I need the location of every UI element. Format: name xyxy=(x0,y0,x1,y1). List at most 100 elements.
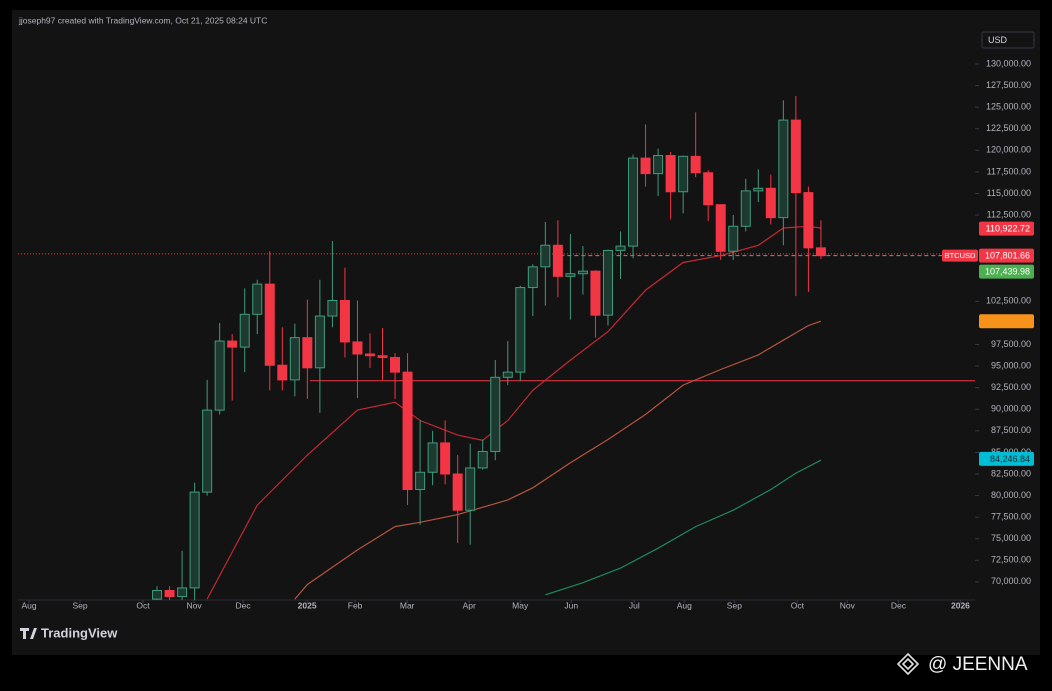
x-tick-label: 2026 xyxy=(951,600,970,610)
x-tick-label: May xyxy=(512,600,529,610)
price-label: 110,922.72 xyxy=(986,224,1030,234)
candle-body xyxy=(778,119,789,219)
x-tick-label: Aug xyxy=(677,600,692,610)
y-tick-label: 77,500.00 xyxy=(991,512,1031,522)
symbol-box xyxy=(942,249,978,262)
x-tick-label: Sep xyxy=(727,600,742,610)
y-tick-label: 90,000.00 xyxy=(991,404,1031,414)
candle-body xyxy=(239,313,250,348)
price-label: 84,246.84 xyxy=(990,454,1030,464)
price-label-box xyxy=(979,451,1034,466)
candle-body xyxy=(339,299,350,343)
candle-body xyxy=(302,337,313,369)
candle-body xyxy=(678,155,689,193)
y-tick-label: 127,500.00 xyxy=(986,80,1031,90)
x-tick-label: Aug xyxy=(21,600,36,610)
candle-body xyxy=(740,190,751,227)
candle-body xyxy=(653,154,664,175)
y-tick-label: 112,500.00 xyxy=(987,209,1031,219)
x-tick-label: Nov xyxy=(840,600,856,610)
candle-body xyxy=(377,355,388,358)
price-label-box xyxy=(979,314,1034,329)
symbol-label: BTCUSD xyxy=(945,251,976,260)
candle-body xyxy=(427,442,438,473)
candle-body xyxy=(202,409,213,493)
candle-body xyxy=(515,287,526,373)
candle-body xyxy=(552,244,563,277)
candle-body xyxy=(402,371,413,491)
candle-body xyxy=(490,376,501,453)
candle-body xyxy=(465,467,476,511)
candle-body xyxy=(314,315,325,369)
y-tick-label: 82,500.00 xyxy=(991,468,1031,478)
candle-body xyxy=(665,154,676,193)
candle-body xyxy=(803,192,814,249)
chart-panel xyxy=(12,10,1040,655)
candle-body xyxy=(477,451,488,469)
x-tick-label: Dec xyxy=(891,600,907,610)
price-label: 107,801.66 xyxy=(985,250,1030,260)
moving-average xyxy=(545,459,822,596)
x-tick-label: Nov xyxy=(187,600,203,610)
candle-body xyxy=(753,187,764,192)
x-tick-label: Mar xyxy=(400,600,415,610)
price-label-box xyxy=(979,248,1034,263)
candle-body xyxy=(289,337,300,381)
candle-body xyxy=(452,473,463,511)
y-tick-label: 87,500.00 xyxy=(991,425,1031,435)
y-tick-label: 117,500.00 xyxy=(987,166,1031,176)
candle-body xyxy=(189,491,200,589)
candle-body xyxy=(177,587,188,598)
candle-body xyxy=(390,356,401,373)
candle-body xyxy=(440,442,451,475)
y-tick-label: 122,500.00 xyxy=(986,123,1031,133)
candle-body xyxy=(790,119,801,194)
brand: TradingView xyxy=(41,625,118,640)
candle-body xyxy=(252,283,263,315)
moving-average xyxy=(294,320,822,600)
candle-body xyxy=(277,364,288,381)
candle-body xyxy=(327,299,338,317)
candle-body xyxy=(815,247,826,257)
candle-body xyxy=(502,371,513,378)
y-tick-label: 115,000.00 xyxy=(987,188,1031,198)
price-label: 107,439.98 xyxy=(985,266,1030,276)
candle-body xyxy=(577,270,588,275)
candle-body xyxy=(364,353,375,357)
y-tick-label: 102,500.00 xyxy=(986,296,1031,306)
candle-body xyxy=(152,590,163,600)
x-tick-label: Dec xyxy=(236,600,252,610)
candle-body xyxy=(703,172,714,206)
candle-body xyxy=(227,340,238,348)
x-tick-label: Sep xyxy=(72,600,87,610)
y-tick-label: 120,000.00 xyxy=(986,145,1031,155)
candle-body xyxy=(214,340,225,411)
y-tick-label: 125,000.00 xyxy=(986,102,1031,112)
x-tick-label: Feb xyxy=(348,600,363,610)
y-tick-label: 97,500.00 xyxy=(991,339,1031,349)
moving-average xyxy=(206,225,821,600)
candle-body xyxy=(352,341,363,355)
x-tick-label: Oct xyxy=(136,600,150,610)
candle-body xyxy=(615,245,626,251)
y-tick-label: 70,000.00 xyxy=(991,576,1031,586)
x-tick-label: Oct xyxy=(791,600,805,610)
x-tick-label: Apr xyxy=(463,600,476,610)
y-tick-label: 85,000.00 xyxy=(991,447,1031,457)
candle-body xyxy=(527,266,538,289)
candle-body xyxy=(728,225,739,252)
candle-body xyxy=(628,157,639,247)
y-tick-label: 80,000.00 xyxy=(991,490,1031,500)
candle-body xyxy=(640,157,651,175)
tv-logo xyxy=(20,628,37,639)
candle-body xyxy=(590,270,601,316)
candle-body xyxy=(715,204,726,252)
candle-body xyxy=(765,187,776,219)
candle-body xyxy=(690,155,701,174)
x-tick-label: 2025 xyxy=(298,600,317,610)
x-tick-label: Jun xyxy=(564,600,578,610)
currency-box xyxy=(981,31,1035,49)
candle-body xyxy=(264,283,275,366)
